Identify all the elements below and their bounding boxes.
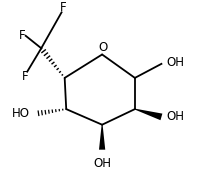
Text: OH: OH bbox=[166, 56, 184, 69]
Text: F: F bbox=[19, 29, 26, 42]
Text: OH: OH bbox=[166, 110, 184, 123]
Text: OH: OH bbox=[93, 157, 111, 170]
Text: F: F bbox=[60, 1, 66, 14]
Text: O: O bbox=[98, 41, 108, 54]
Polygon shape bbox=[135, 109, 162, 120]
Text: HO: HO bbox=[12, 107, 30, 120]
Polygon shape bbox=[99, 125, 105, 150]
Text: F: F bbox=[22, 70, 29, 83]
